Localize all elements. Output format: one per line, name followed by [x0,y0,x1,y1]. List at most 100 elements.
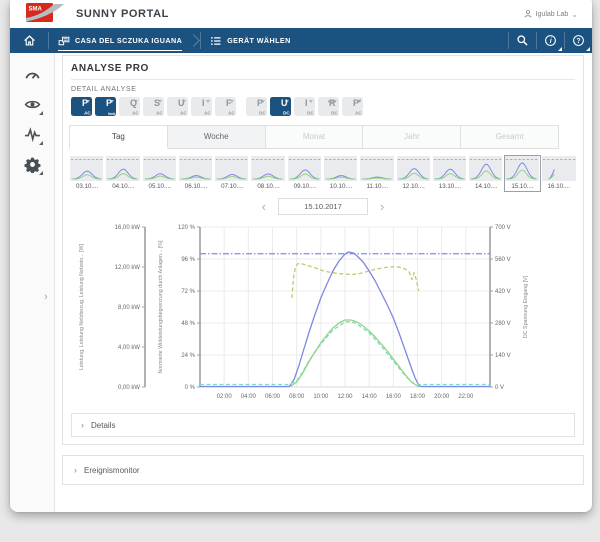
day-spark-frame [106,156,139,181]
day-spark-frame [542,156,576,181]
day-sparkline [70,156,103,181]
period-tabs: TagWocheMonatJahrGesamt [69,125,559,149]
day-cell-13.10[interactable]: 13.10.... [432,155,468,192]
day-cell-04.10[interactable]: 04.10.... [105,155,141,192]
sidebar-expander[interactable]: › [44,291,48,303]
parameter-chips: PACPlimitQACSACUACIACFAC PDCUDCIDCRisoDCP… [63,97,583,116]
gear-icon [24,156,41,173]
date-picker[interactable]: 15.10.2017 [278,198,368,215]
tab-jahr[interactable]: Jahr [363,125,461,149]
day-sparkline [143,156,176,181]
day-sparkline [324,156,357,181]
day-spark-frame [324,156,357,181]
day-cell-06.10[interactable]: 06.10.... [178,155,214,192]
prev-day-button[interactable]: ‹ [262,199,266,214]
svg-text:18:00: 18:00 [410,394,426,400]
tab-woche[interactable]: Woche [168,125,266,149]
svg-text:16,00 kW: 16,00 kW [115,225,141,231]
day-date-label: 15.10.... [505,181,539,191]
info-button[interactable]: i [537,28,564,53]
param-chip-F-AC[interactable]: FAC [215,97,236,116]
svg-text:120 %: 120 % [178,225,196,231]
svg-text:420 V: 420 V [495,289,511,295]
gauge-icon [24,66,41,83]
tab-gesamt[interactable]: Gesamt [461,125,559,149]
day-date-label: 12.10.... [397,181,431,191]
day-spark-frame [143,156,176,181]
param-chip-I-AC[interactable]: IAC [191,97,212,116]
param-chip-I-DC[interactable]: IDC [294,97,315,116]
page-title: ANALYSE PRO [63,56,583,79]
param-subscript: DC [307,112,314,117]
param-subscript: AC [204,112,211,117]
chevron-down-icon [309,100,313,103]
svg-text:i: i [550,38,553,45]
sidebar-item-analysis[interactable] [24,126,41,143]
day-cell-14.10[interactable]: 14.10.... [468,155,504,192]
param-chip-P-limit[interactable]: Plimit [95,97,116,116]
plant-icon [58,35,70,47]
app-title: SUNNY PORTAL [76,8,169,20]
chevron-down-icon: ⌄ [571,10,578,19]
plant-breadcrumb[interactable]: CASA DEL SCZUKA IGUANA [49,28,191,53]
param-chip-R-DC[interactable]: RisoDC [318,97,339,116]
param-subscript: AC [156,112,163,117]
param-chip-P-DC[interactable]: PDC [246,97,267,116]
day-cell-15.10[interactable]: 15.10.... [504,155,540,192]
param-chip-Q-AC[interactable]: QAC [119,97,140,116]
svg-text:06:00: 06:00 [265,394,281,400]
day-cell-09.10[interactable]: 09.10.... [287,155,323,192]
param-chip-U-AC[interactable]: UAC [167,97,188,116]
day-cell-08.10[interactable]: 08.10.... [250,155,286,192]
chevron-right-icon: › [81,420,84,430]
param-subscript: AC [228,112,235,117]
day-sparkline [433,156,466,181]
next-day-button[interactable]: › [380,199,384,214]
param-subscript: DC [259,112,266,117]
events-label: Ereignismonitor [84,466,140,475]
param-subscript: AC [180,112,187,117]
svg-text:08:00: 08:00 [289,394,305,400]
param-chip-P-AC[interactable]: PAC [71,97,92,116]
day-date-label: 07.10.... [215,181,249,191]
user-menu[interactable]: Igulab Lab ⌄ [523,0,578,28]
help-button[interactable]: ? [565,28,592,53]
day-cell-16.10[interactable]: 16.10.... [541,155,577,192]
user-icon [523,9,533,19]
chevron-down-icon [230,100,234,103]
app-window: SMA SUNNY PORTAL Igulab Lab ⌄ [10,0,592,512]
day-cell-12.10[interactable]: 12.10.... [396,155,432,192]
home-button[interactable] [10,28,48,53]
param-chip-S-AC[interactable]: SAC [143,97,164,116]
tab-monat[interactable]: Monat [266,125,364,149]
day-spark-frame [215,156,248,181]
device-select-button[interactable]: GERÄT WÄHLEN [201,28,300,53]
day-cell-05.10[interactable]: 05.10.... [142,155,178,192]
svg-text:DC Spannung Eingang [V]: DC Spannung Eingang [V] [523,275,529,338]
sidebar-item-configuration[interactable] [24,156,41,173]
sma-logo-text: SMA [29,7,43,13]
day-spark-frame [251,156,284,181]
svg-text:04:00: 04:00 [241,394,257,400]
tab-tag[interactable]: Tag [69,125,168,149]
events-section-header[interactable]: › Ereignismonitor [62,455,584,485]
day-cell-07.10[interactable]: 07.10.... [214,155,250,192]
search-button[interactable] [509,28,536,53]
sidebar-item-dashboard[interactable] [24,66,41,83]
day-cell-11.10[interactable]: 11.10.... [359,155,395,192]
day-cell-10.10[interactable]: 10.10.... [323,155,359,192]
chevron-right-icon: › [74,465,77,475]
day-preview-strip: 03.10....04.10....05.10....06.10....07.1… [69,155,577,192]
chevron-down-icon [182,100,186,103]
svg-text:Leistung, Leistung Netzbezug,: Leistung, Leistung Netzbezug, Leistung N… [79,243,85,370]
svg-text:700 V: 700 V [495,225,511,231]
sidebar-item-monitoring[interactable] [24,96,41,113]
day-spark-frame [179,156,212,181]
day-date-label: 09.10.... [288,181,322,191]
param-chip-U-DC[interactable]: UDC [270,97,291,116]
day-spark-frame [397,156,430,181]
day-cell-03.10[interactable]: 03.10.... [69,155,105,192]
day-date-label: 06.10.... [179,181,213,191]
details-section-header[interactable]: ›Details [71,413,575,437]
param-chip-PP-AC[interactable]: P′AC [342,97,363,116]
